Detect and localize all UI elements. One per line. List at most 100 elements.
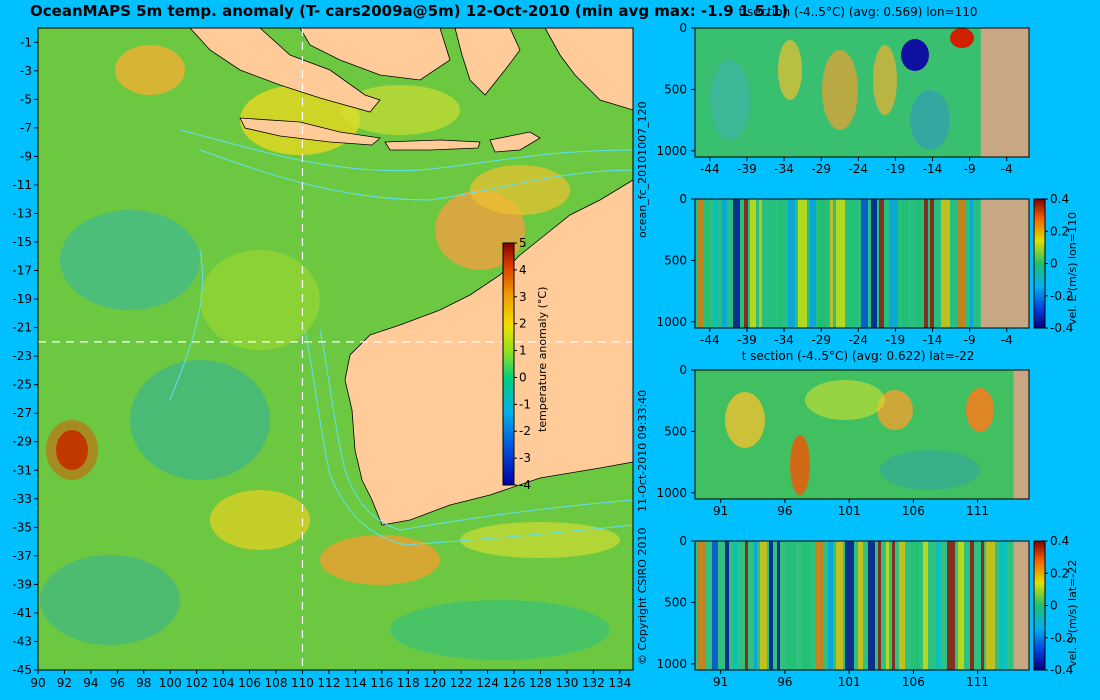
map-x-tick-label: 116 xyxy=(370,676,393,690)
land-sulawesi xyxy=(454,27,521,96)
velocity-stripe xyxy=(977,199,978,328)
velocity-stripe xyxy=(999,541,1007,670)
vel-colorbar-tick-label: -0.4 xyxy=(1050,321,1073,335)
section-x-tick-label: -24 xyxy=(848,162,868,176)
velocity-stripe xyxy=(818,199,826,328)
chart-title: OceanMAPS 5m temp. anomaly (T- cars2009a… xyxy=(30,2,789,20)
velocity-stripe xyxy=(722,199,727,328)
vel-s-colorbar-ticks: 0.4 0.2 0 -0.2 -0.4 xyxy=(1045,534,1073,677)
map-panel: 90 92 94 96 98 100 102 104 106 108 110 112 114 116 118… xyxy=(12,27,634,690)
velocity-stripe xyxy=(981,541,984,670)
vel-colorbar-tick-label: -0.2 xyxy=(1050,631,1073,645)
map-y-tick-label: -13 xyxy=(12,206,32,220)
velocity-stripe xyxy=(924,199,928,328)
section-x-tick-label: -34 xyxy=(774,333,794,347)
section-t-lon-ticks: -44 -39 -34 -29 -24 -19 -14 -9 -4 0 500 1000 xyxy=(656,21,1012,176)
velocity-stripe xyxy=(902,199,908,328)
map-y-tick-label: -3 xyxy=(20,64,32,78)
section-x-tick-label: 96 xyxy=(777,504,792,518)
map-x-tick-label: 94 xyxy=(83,676,98,690)
velocity-stripe xyxy=(892,541,895,670)
map-y-tick-label: -27 xyxy=(12,406,32,420)
section-y-tick-label: 0 xyxy=(679,363,687,377)
section-v-lat-ticks: 91 96 101 106 111 0 500 1000 xyxy=(656,534,989,689)
velocity-stripe xyxy=(697,541,705,670)
section-t-lat-ticks: 91 96 101 106 111 0 500 1000 xyxy=(656,363,989,518)
section-v-lon-land xyxy=(980,199,1029,328)
velocity-stripe xyxy=(788,199,795,328)
velocity-stripe xyxy=(871,199,877,328)
map-y-tick-label: -9 xyxy=(20,149,32,163)
land-java xyxy=(239,117,381,146)
map-colorbar-tick-label: 0 xyxy=(519,370,527,384)
map-y-tick-label: -1 xyxy=(20,35,32,49)
section-t-lon-field xyxy=(695,28,1029,157)
map-colorbar-tick-label: 4 xyxy=(519,263,527,277)
section-t-lon-frame xyxy=(694,27,1030,158)
vel-e-colorbar-label: vel. E (m/s) lon=110 xyxy=(1066,212,1079,325)
vel-colorbar-tick-label: 0.2 xyxy=(1050,224,1069,238)
section-t-lat-patches xyxy=(725,380,994,495)
section-x-tick-label: 101 xyxy=(838,504,861,518)
velocity-stripe xyxy=(935,541,941,670)
section-y-tick-label: 500 xyxy=(664,82,687,96)
vel-colorbar-tick-label: 0.4 xyxy=(1050,534,1069,548)
forecast-label: ocean_fc_20101007_120 xyxy=(636,101,649,238)
velocity-stripe xyxy=(744,199,748,328)
velocity-stripe xyxy=(889,199,898,328)
map-y-tick-label: -31 xyxy=(12,463,32,477)
map-y-tick-label: -37 xyxy=(12,549,32,563)
velocity-stripe xyxy=(958,541,964,670)
section-x-tick-label: -19 xyxy=(886,333,906,347)
velocity-stripe xyxy=(899,541,905,670)
map-colorbar-tick-label: 1 xyxy=(519,344,527,358)
section-t-lon-patches xyxy=(710,28,974,150)
section-v-lon-ticks: -44 -39 -34 -29 -24 -19 -14 -9 -4 0 500 1000 xyxy=(656,192,1012,347)
vel-s-colorbar-label: vel. S (m/s) lat=-22 xyxy=(1066,559,1079,667)
vel-colorbar-tick-label: 0.4 xyxy=(1050,192,1069,206)
map-x-tick-label: 98 xyxy=(136,676,151,690)
velocity-stripe xyxy=(816,541,823,670)
map-y-tick-label: -17 xyxy=(12,264,32,278)
land-timor xyxy=(489,131,541,153)
velocity-stripe xyxy=(777,541,780,670)
velocity-stripe xyxy=(725,541,729,670)
section-v-lat-land xyxy=(1013,541,1029,670)
velocity-stripe xyxy=(911,541,919,670)
map-y-tick-label: -7 xyxy=(20,121,32,135)
velocity-stripe xyxy=(836,199,845,328)
velocity-stripe xyxy=(750,199,756,328)
land-nusa-tenggara xyxy=(384,139,481,151)
velocity-stripe xyxy=(878,541,881,670)
section-v-lat-stripes xyxy=(697,541,1007,670)
bathymetry-contours xyxy=(169,129,634,546)
section-x-tick-label: -44 xyxy=(700,162,720,176)
velocity-stripe xyxy=(830,199,833,328)
map-y-tick-label: -39 xyxy=(12,577,32,591)
map-colorbar-tick-label: 5 xyxy=(519,236,527,250)
vel-colorbar-tick-label: -0.4 xyxy=(1050,663,1073,677)
velocity-stripe xyxy=(759,199,762,328)
map-x-tick-label: 126 xyxy=(503,676,526,690)
section-x-tick-label: -4 xyxy=(1001,333,1013,347)
velocity-stripe xyxy=(769,541,773,670)
velocity-stripe xyxy=(760,541,767,670)
map-y-tick-label: -21 xyxy=(12,321,32,335)
section-x-tick-label: -29 xyxy=(811,162,831,176)
map-y-tick-label: -25 xyxy=(12,378,32,392)
section-x-tick-label: -9 xyxy=(964,333,976,347)
velocity-stripe xyxy=(970,199,973,328)
section-y-tick-label: 0 xyxy=(679,21,687,35)
section-title-lat: t section (-4..5°C) (avg: 0.622) lat=-22 xyxy=(741,349,975,363)
velocity-stripe xyxy=(754,541,757,670)
run-time-label: 11-Oct-2010 09:33:40 xyxy=(636,389,649,512)
map-y-tick-label: -43 xyxy=(12,634,32,648)
map-colorbar-tick-label: 2 xyxy=(519,317,527,331)
section-y-tick-label: 500 xyxy=(664,424,687,438)
map-colorbar-tick-label: -3 xyxy=(519,451,531,465)
map-x-tick-label: 132 xyxy=(582,676,605,690)
section-panel-v-lat: 91 96 101 106 111 0 500 1000 0.4 0.2 0 -0.2 -0.4 xyxy=(656,534,1073,689)
section-x-tick-label: -39 xyxy=(737,162,757,176)
land-sumatra xyxy=(189,27,381,113)
map-colorbar-tick-label: -1 xyxy=(519,397,531,411)
